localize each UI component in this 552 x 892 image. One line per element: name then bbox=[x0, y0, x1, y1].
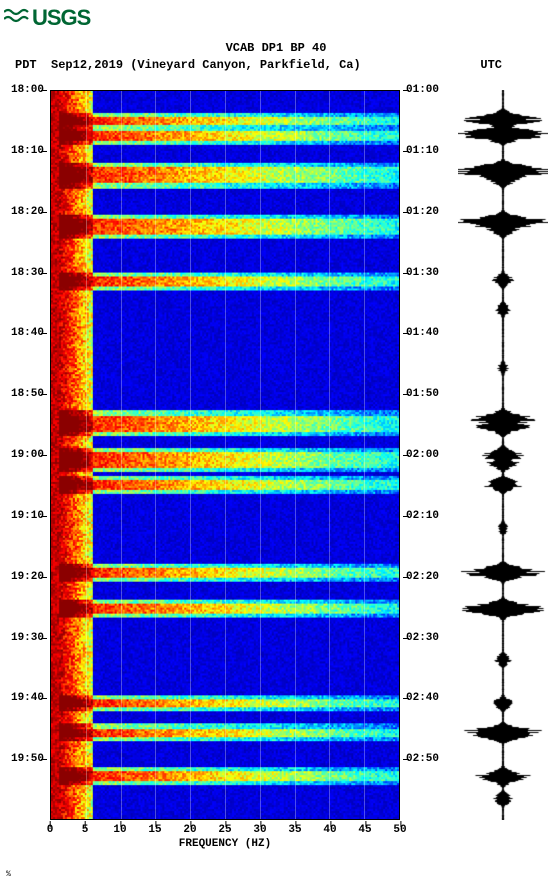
chart-header: VCAB DP1 BP 40 PDT Sep12,2019 (Vineyard … bbox=[0, 40, 552, 74]
y-axis-right: 01:0001:1001:2001:3001:4001:5002:0002:10… bbox=[402, 90, 450, 820]
ytick-left: 18:50 bbox=[11, 388, 44, 400]
chart-subtitle: PDT Sep12,2019 (Vineyard Canyon, Parkfie… bbox=[0, 57, 552, 74]
ytick-right: 01:50 bbox=[406, 388, 439, 400]
logo-waves-icon bbox=[4, 7, 30, 30]
spectrogram-chart bbox=[50, 90, 400, 820]
xtick: 20 bbox=[183, 824, 196, 836]
xtick: 50 bbox=[393, 824, 406, 836]
ytick-right: 01:40 bbox=[406, 327, 439, 339]
seismogram-canvas bbox=[458, 90, 548, 820]
footnote: % bbox=[6, 870, 11, 879]
ytick-left: 19:50 bbox=[11, 753, 44, 765]
logo-text: USGS bbox=[32, 5, 90, 31]
ytick-left: 18:20 bbox=[11, 206, 44, 218]
xtick: 45 bbox=[358, 824, 371, 836]
ytick-right: 01:30 bbox=[406, 267, 439, 279]
xtick: 5 bbox=[82, 824, 89, 836]
xtick: 15 bbox=[148, 824, 161, 836]
xtick: 0 bbox=[47, 824, 54, 836]
ytick-right: 01:20 bbox=[406, 206, 439, 218]
ytick-right: 02:40 bbox=[406, 692, 439, 704]
ytick-left: 18:00 bbox=[11, 84, 44, 96]
seismogram-trace bbox=[458, 90, 548, 820]
y-axis-left: 18:0018:1018:2018:3018:4018:5019:0019:10… bbox=[0, 90, 48, 820]
ytick-right: 02:10 bbox=[406, 510, 439, 522]
ytick-right: 01:10 bbox=[406, 145, 439, 157]
ytick-left: 19:20 bbox=[11, 571, 44, 583]
xtick: 40 bbox=[323, 824, 336, 836]
xtick: 10 bbox=[113, 824, 126, 836]
ytick-right: 01:00 bbox=[406, 84, 439, 96]
ytick-left: 18:10 bbox=[11, 145, 44, 157]
ytick-right: 02:00 bbox=[406, 449, 439, 461]
xtick: 30 bbox=[253, 824, 266, 836]
ytick-left: 19:00 bbox=[11, 449, 44, 461]
ytick-left: 18:30 bbox=[11, 267, 44, 279]
x-axis-label: FREQUENCY (HZ) bbox=[50, 838, 400, 850]
ytick-right: 02:30 bbox=[406, 632, 439, 644]
ytick-left: 19:40 bbox=[11, 692, 44, 704]
ytick-right: 02:20 bbox=[406, 571, 439, 583]
pdt-label: PDT Sep12,2019 (Vineyard Canyon, Parkfie… bbox=[15, 57, 361, 74]
utc-label: UTC bbox=[480, 57, 502, 74]
xtick: 25 bbox=[218, 824, 231, 836]
ytick-left: 19:10 bbox=[11, 510, 44, 522]
xtick: 35 bbox=[288, 824, 301, 836]
chart-title: VCAB DP1 BP 40 bbox=[0, 40, 552, 57]
ytick-right: 02:50 bbox=[406, 753, 439, 765]
ytick-left: 18:40 bbox=[11, 327, 44, 339]
ytick-left: 19:30 bbox=[11, 632, 44, 644]
usgs-logo: USGS bbox=[4, 5, 90, 31]
